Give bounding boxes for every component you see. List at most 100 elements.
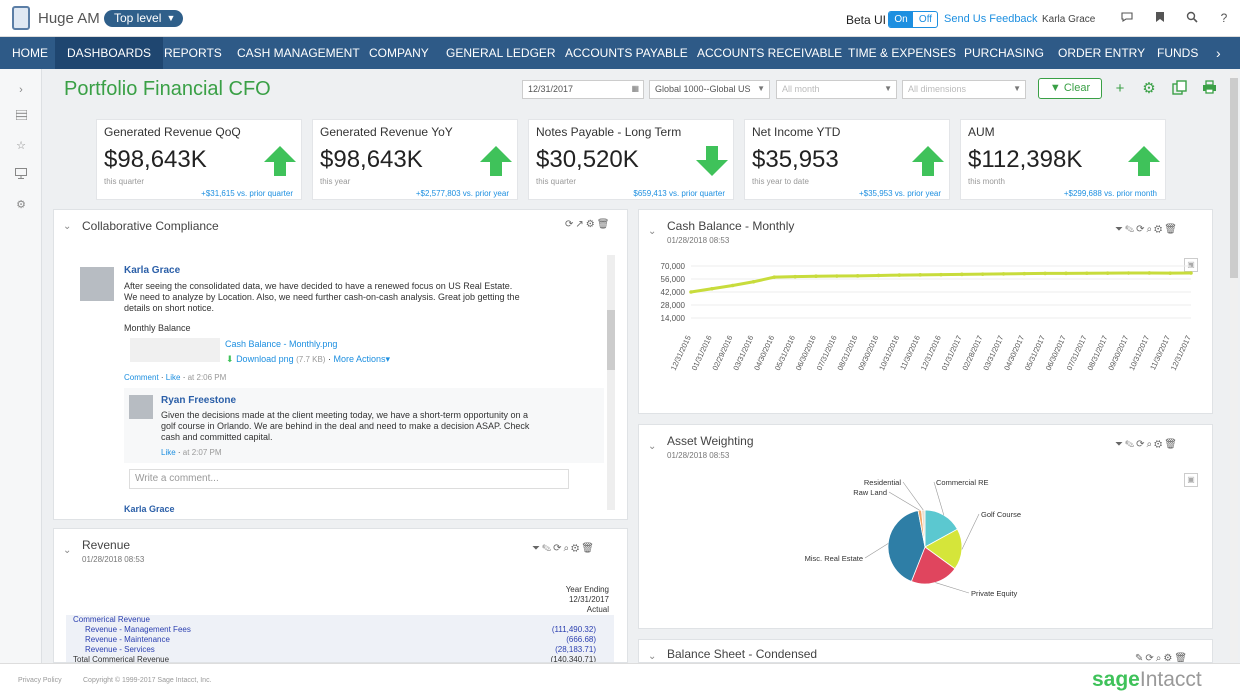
nav-accounts-payable[interactable]: ACCOUNTS PAYABLE bbox=[565, 46, 688, 60]
collapse-chevron-icon[interactable]: ⌄ bbox=[648, 226, 657, 237]
refresh-icon[interactable]: ⟳ bbox=[565, 219, 576, 230]
add-icon[interactable]: + bbox=[1115, 80, 1125, 97]
like-link[interactable]: Like bbox=[161, 448, 176, 457]
gear-icon[interactable]: ⚙ bbox=[16, 199, 26, 211]
like-link[interactable]: Like bbox=[165, 373, 181, 382]
collapse-chevron-icon[interactable]: ⌄ bbox=[63, 545, 72, 556]
data-point[interactable] bbox=[1126, 271, 1131, 275]
data-point[interactable] bbox=[1189, 271, 1193, 275]
entity-filter[interactable]: Global 1000--Global US ▼ bbox=[649, 80, 770, 99]
gear-icon[interactable]: ⚙ bbox=[585, 219, 597, 230]
page-scrollbar-thumb[interactable] bbox=[1230, 78, 1238, 278]
table-row-value[interactable]: (28,183.71) bbox=[555, 645, 596, 654]
edit-icon[interactable]: ✎ bbox=[1125, 224, 1137, 235]
copy-icon[interactable] bbox=[1171, 80, 1187, 97]
search-icon[interactable]: ⌕ bbox=[1146, 439, 1155, 450]
table-row-label[interactable]: Revenue - Maintenance bbox=[85, 635, 170, 644]
nav-company[interactable]: COMPANY bbox=[369, 46, 429, 60]
gear-icon[interactable]: ⚙ bbox=[1154, 439, 1165, 450]
post-author[interactable]: Karla Grace bbox=[124, 265, 181, 276]
edit-icon[interactable]: ✎ bbox=[1125, 439, 1137, 450]
gear-icon[interactable]: ⚙ bbox=[571, 543, 582, 554]
data-point[interactable] bbox=[1168, 271, 1172, 275]
table-row-value[interactable]: (666.68) bbox=[566, 635, 596, 644]
refresh-icon[interactable]: ⟳ bbox=[1145, 653, 1156, 663]
pie-slice[interactable] bbox=[924, 528, 963, 570]
nav-accounts-receivable[interactable]: ACCOUNTS RECEIVABLE bbox=[697, 46, 843, 60]
dimension-filter[interactable]: All dimensions ▼ bbox=[902, 80, 1026, 99]
nav-reports[interactable]: REPORTS bbox=[164, 46, 222, 60]
collapse-chevron-icon[interactable]: ⌄ bbox=[648, 651, 657, 662]
pie-slice[interactable] bbox=[887, 510, 926, 582]
star-icon[interactable]: ☆ bbox=[16, 140, 26, 152]
user-name[interactable]: Karla Grace bbox=[1042, 14, 1096, 25]
attachment-thumbnail[interactable] bbox=[130, 338, 220, 362]
clear-filters-button[interactable]: ▼ Clear bbox=[1038, 78, 1102, 99]
settings-gear-icon[interactable]: ⚙ bbox=[1142, 80, 1156, 97]
data-point[interactable] bbox=[1085, 271, 1089, 276]
print-icon[interactable] bbox=[1201, 80, 1217, 97]
privacy-link[interactable]: Privacy Policy bbox=[18, 677, 62, 684]
filter-icon[interactable]: ⏷ bbox=[1115, 224, 1125, 235]
next-post-author[interactable]: Karla Grace bbox=[124, 504, 175, 512]
table-row-label[interactable]: Revenue - Services bbox=[85, 645, 155, 654]
filter-icon[interactable]: ⏷ bbox=[1115, 439, 1125, 450]
scrollbar[interactable] bbox=[607, 255, 615, 510]
kpi-card-aum[interactable]: AUM $112,398K this month +$299,688 vs. p… bbox=[960, 119, 1166, 200]
toggle-off[interactable]: Off bbox=[918, 14, 933, 25]
edit-icon[interactable]: ✎ bbox=[542, 543, 554, 554]
toggle-on[interactable]: On bbox=[889, 12, 913, 27]
data-point[interactable] bbox=[918, 273, 922, 277]
kpi-card-net-income[interactable]: Net Income YTD $35,953 this year to date… bbox=[744, 119, 950, 200]
nav-funds[interactable]: FUNDS bbox=[1157, 46, 1199, 60]
data-point[interactable] bbox=[1147, 271, 1152, 275]
calendar-icon[interactable]: ▦ bbox=[631, 84, 639, 93]
kpi-card-revenue-yoy[interactable]: Generated Revenue YoY $98,643K this year… bbox=[312, 119, 518, 200]
data-point[interactable] bbox=[710, 286, 714, 291]
nav-more-chevron-icon[interactable]: › bbox=[1216, 45, 1221, 61]
data-point[interactable] bbox=[814, 274, 818, 279]
entity-level-dropdown[interactable]: Top level ▼ bbox=[104, 10, 184, 27]
scrollbar-thumb[interactable] bbox=[607, 310, 615, 370]
date-filter[interactable]: 12/31/2017 ▦ bbox=[522, 80, 644, 99]
export-image-icon[interactable]: ▣ bbox=[1184, 473, 1198, 487]
collapse-chevron-icon[interactable]: ⌄ bbox=[63, 221, 72, 232]
kpi-card-notes-payable[interactable]: Notes Payable - Long Term $30,520K this … bbox=[528, 119, 734, 200]
app-logo-icon[interactable] bbox=[12, 6, 30, 30]
gear-icon[interactable]: ⚙ bbox=[1163, 653, 1175, 663]
search-icon[interactable]: ⌕ bbox=[563, 543, 572, 554]
trash-icon[interactable]: 🗑 bbox=[596, 219, 612, 230]
month-filter[interactable]: All month ▼ bbox=[776, 80, 897, 99]
nav-home[interactable]: HOME bbox=[12, 46, 48, 60]
nav-purchasing[interactable]: PURCHASING bbox=[964, 46, 1045, 60]
data-point[interactable] bbox=[730, 283, 735, 288]
data-point[interactable] bbox=[960, 272, 964, 277]
data-point[interactable] bbox=[751, 279, 756, 284]
edit-icon[interactable]: ✎ bbox=[1135, 653, 1146, 663]
gear-icon[interactable]: ⚙ bbox=[1154, 224, 1165, 235]
nav-time-expenses[interactable]: TIME & EXPENSES bbox=[848, 46, 957, 60]
collapse-chevron-icon[interactable]: ⌄ bbox=[648, 441, 657, 452]
table-row-label[interactable]: Revenue - Management Fees bbox=[85, 625, 191, 634]
list-icon[interactable] bbox=[14, 109, 28, 124]
data-point[interactable] bbox=[876, 273, 881, 278]
data-point[interactable] bbox=[939, 272, 943, 277]
external-link-icon[interactable]: ↗ bbox=[575, 219, 586, 230]
data-point[interactable] bbox=[855, 274, 860, 278]
bookmark-icon[interactable] bbox=[1153, 11, 1167, 25]
refresh-icon[interactable]: ⟳ bbox=[553, 543, 564, 554]
data-point[interactable] bbox=[897, 273, 902, 277]
data-point[interactable] bbox=[1022, 271, 1027, 276]
monitor-icon[interactable] bbox=[14, 168, 28, 182]
trash-icon[interactable]: 🗑 bbox=[1174, 653, 1190, 663]
trash-icon[interactable]: 🗑 bbox=[1164, 224, 1179, 235]
data-point[interactable] bbox=[980, 272, 985, 276]
download-icon[interactable]: ⬇ bbox=[226, 354, 234, 364]
table-row-label[interactable]: Commerical Revenue bbox=[73, 615, 150, 624]
data-point[interactable] bbox=[793, 274, 797, 279]
nav-order-entry[interactable]: ORDER ENTRY bbox=[1058, 46, 1146, 60]
search-icon[interactable]: ⌕ bbox=[1155, 653, 1164, 663]
data-point[interactable] bbox=[689, 290, 693, 294]
trash-icon[interactable]: 🗑 bbox=[581, 543, 596, 554]
attachment-file-link[interactable]: Cash Balance - Monthly.png bbox=[225, 339, 338, 349]
